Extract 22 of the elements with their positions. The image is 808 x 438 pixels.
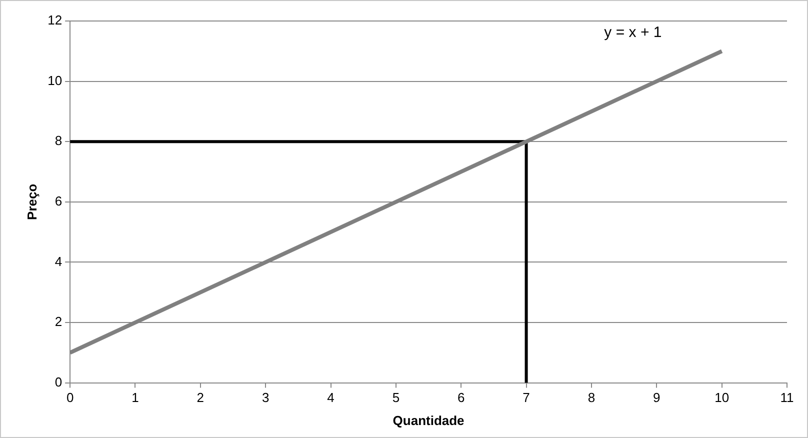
y-axis-title: Preço <box>24 184 40 220</box>
x-tick-label: 0 <box>66 390 74 406</box>
x-tick-label: 9 <box>653 390 660 406</box>
x-tick-label: 11 <box>780 390 794 406</box>
y-tick-label: 0 <box>54 374 62 390</box>
x-tick-label: 10 <box>714 390 730 406</box>
y-tick-label: 4 <box>54 254 62 269</box>
y-tick-label: 8 <box>54 133 62 148</box>
x-tick-label: 8 <box>588 390 596 406</box>
annotation: y = x + 1 <box>604 24 662 42</box>
y-tick-label: 2 <box>54 314 62 330</box>
x-tick-label: 3 <box>262 390 270 406</box>
y-tick-label: 6 <box>54 193 62 208</box>
x-tick-label: 2 <box>196 390 204 406</box>
x-tick-label: 7 <box>522 390 530 406</box>
x-axis-title: Quantidade <box>392 412 464 428</box>
x-tick-label: 5 <box>392 390 400 406</box>
y-tick-label: 10 <box>48 72 62 88</box>
y-tick-label: 12 <box>48 12 62 28</box>
x-tick-label: 1 <box>132 390 139 406</box>
x-tick-label: 4 <box>327 390 334 406</box>
x-tick-label: 6 <box>458 390 465 406</box>
